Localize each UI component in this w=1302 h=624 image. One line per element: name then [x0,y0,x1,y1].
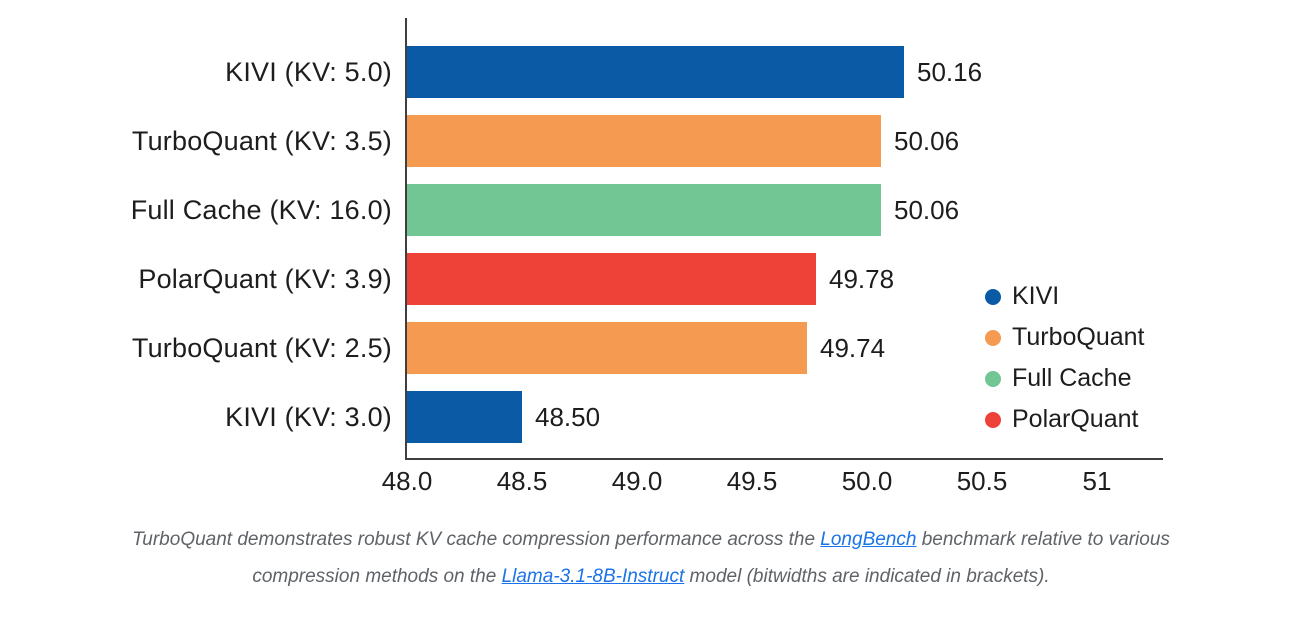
caption-text: TurboQuant demonstrates robust KV cache … [132,529,821,550]
x-tick-label: 48.0 [381,466,433,496]
x-tick-label: 49.0 [611,466,663,496]
llama-3-1-8b-instruct-link[interactable]: Llama-3.1-8B-Instruct [501,566,685,587]
legend-label: TurboQuant [1012,323,1145,351]
legend: KIVI TurboQuant Full Cache PolarQuant [985,276,1144,440]
x-tick-label: 51 [1082,466,1112,496]
y-axis-line [405,18,407,460]
bar-value-label: 50.16 [917,56,983,87]
legend-item: TurboQuant [985,317,1144,358]
bar-value-label: 50.06 [894,194,960,225]
category-label: Full Cache (KV: 16.0) [130,194,392,225]
legend-dot-icon [985,329,1001,346]
longbench-link[interactable]: LongBench [820,529,917,550]
bar [407,391,522,443]
bar [407,115,881,167]
legend-label: KIVI [1012,282,1060,310]
category-label: PolarQuant (KV: 3.9) [138,263,392,294]
bar-value-label: 49.78 [829,263,895,294]
legend-item: KIVI [985,276,1144,317]
figure-caption: TurboQuant demonstrates robust KV cache … [106,521,1196,595]
bar-value-label: 50.06 [894,125,960,156]
legend-dot-icon [985,411,1001,428]
bar [407,253,816,305]
category-label: TurboQuant (KV: 2.5) [131,332,392,363]
bar-chart: KIVI (KV: 5.0) TurboQuant (KV: 3.5) Full C… [130,18,1163,496]
category-label: KIVI (KV: 5.0) [225,56,392,87]
legend-dot-icon [985,370,1001,387]
legend-label: PolarQuant [1012,405,1139,433]
legend-item: Full Cache [985,358,1144,399]
bar-value-label: 49.74 [820,332,886,363]
bar-value-label: 48.50 [535,401,601,432]
x-tick-label: 48.5 [496,466,548,496]
x-axis-line [405,458,1163,460]
bar [407,184,881,236]
x-tick-label: 49.5 [726,466,778,496]
x-tick-label: 50.0 [841,466,893,496]
category-label: KIVI (KV: 3.0) [225,401,392,432]
category-label: TurboQuant (KV: 3.5) [131,125,392,156]
legend-dot-icon [985,288,1001,305]
legend-label: Full Cache [1012,364,1132,392]
legend-item: PolarQuant [985,399,1144,440]
caption-text: benchmark relative to various compressio… [252,529,1170,587]
caption-text: model (bitwidths are indicated in bracke… [684,566,1050,587]
bar [407,46,904,98]
bar [407,322,807,374]
x-tick-label: 50.5 [956,466,1008,496]
